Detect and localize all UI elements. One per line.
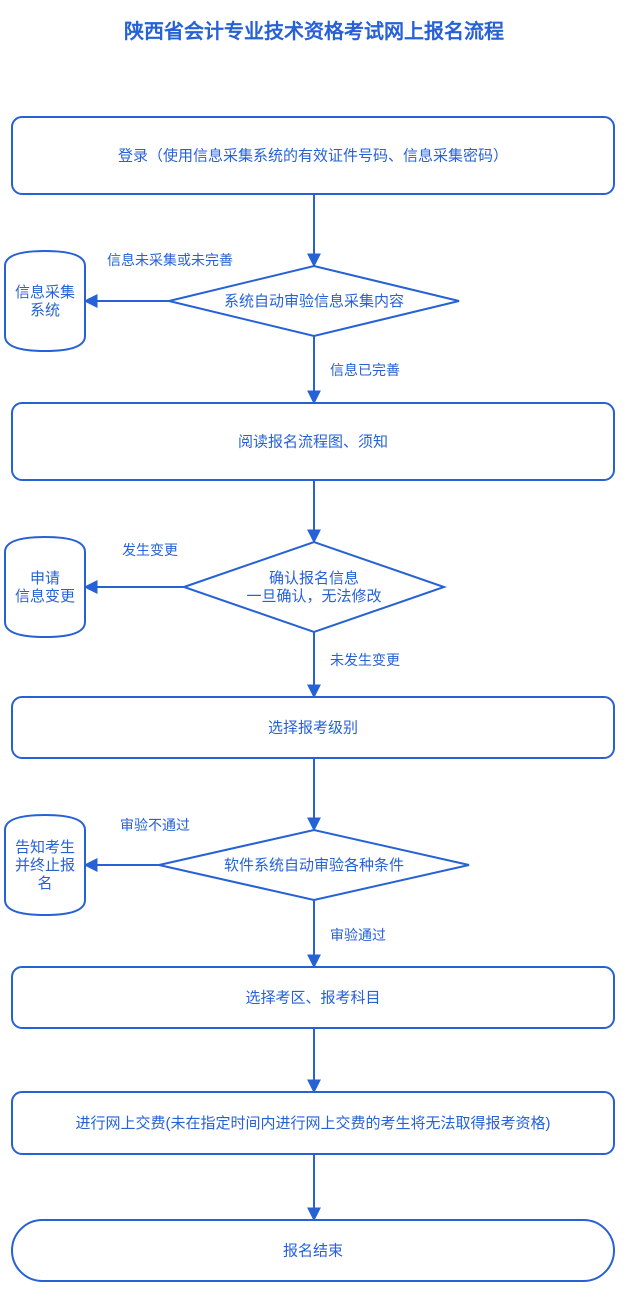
nodes: 登录（使用信息采集系统的有效证件号码、信息采集密码）系统自动审验信息采集内容信息…	[5, 117, 614, 1281]
svg-text:系统: 系统	[30, 302, 60, 319]
node-read: 阅读报名流程图、须知	[12, 403, 614, 480]
node-notify: 告知考生并终止报名	[5, 815, 85, 915]
node-verify1: 系统自动审验信息采集内容	[169, 266, 459, 336]
svg-text:选择报考级别: 选择报考级别	[268, 720, 358, 737]
node-level: 选择报考级别	[12, 697, 614, 758]
svg-text:确认报名信息: 确认报名信息	[269, 570, 359, 587]
page-title: 陕西省会计专业技术资格考试网上报名流程	[124, 19, 504, 43]
svg-text:审验通过: 审验通过	[330, 927, 386, 943]
svg-text:审验不通过: 审验不通过	[120, 817, 190, 833]
svg-text:阅读报名流程图、须知: 阅读报名流程图、须知	[238, 434, 388, 451]
svg-text:选择考区、报考科目: 选择考区、报考科目	[245, 990, 380, 1007]
node-collect: 信息采集系统	[5, 251, 85, 351]
svg-text:信息未采集或未完善: 信息未采集或未完善	[107, 252, 233, 268]
svg-text:名: 名	[37, 875, 52, 892]
svg-text:软件系统自动审验各种条件: 软件系统自动审验各种条件	[224, 857, 404, 874]
svg-text:登录（使用信息采集系统的有效证件号码、信息采集密码）: 登录（使用信息采集系统的有效证件号码、信息采集密码）	[118, 148, 508, 165]
node-confirm: 确认报名信息一旦确认，无法修改	[184, 542, 444, 632]
svg-text:信息采集: 信息采集	[15, 284, 75, 301]
svg-text:发生变更: 发生变更	[122, 542, 178, 558]
svg-text:一旦确认，无法修改: 一旦确认，无法修改	[246, 588, 381, 605]
node-subject: 选择考区、报考科目	[12, 967, 614, 1028]
svg-text:告知考生: 告知考生	[15, 839, 75, 856]
node-login: 登录（使用信息采集系统的有效证件号码、信息采集密码）	[12, 117, 614, 194]
svg-text:系统自动审验信息采集内容: 系统自动审验信息采集内容	[224, 293, 404, 310]
svg-text:申请: 申请	[30, 570, 60, 587]
node-change: 申请信息变更	[5, 537, 85, 637]
svg-text:未发生变更: 未发生变更	[330, 652, 400, 668]
node-verify2: 软件系统自动审验各种条件	[159, 830, 469, 900]
svg-text:信息已完善: 信息已完善	[330, 362, 400, 378]
node-pay: 进行网上交费(未在指定时间内进行网上交费的考生将无法取得报考资格)	[12, 1092, 614, 1154]
node-end: 报名结束	[12, 1220, 614, 1281]
svg-text:进行网上交费(未在指定时间内进行网上交费的考生将无法取得报考: 进行网上交费(未在指定时间内进行网上交费的考生将无法取得报考资格)	[76, 1114, 551, 1132]
svg-text:并终止报: 并终止报	[15, 857, 75, 874]
svg-text:报名结束: 报名结束	[283, 1243, 343, 1260]
svg-text:信息变更: 信息变更	[15, 588, 75, 605]
